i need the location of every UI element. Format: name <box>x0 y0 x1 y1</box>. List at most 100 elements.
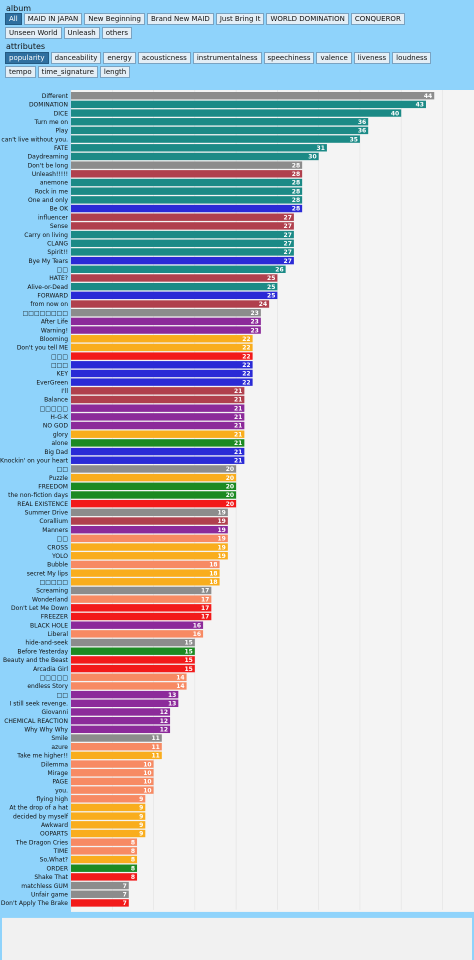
bar[interactable] <box>71 196 303 204</box>
bar[interactable] <box>71 647 195 655</box>
bar[interactable] <box>71 803 146 812</box>
bar[interactable] <box>71 664 195 673</box>
bar[interactable] <box>71 526 228 534</box>
bar[interactable] <box>71 517 228 525</box>
bar[interactable] <box>71 734 162 742</box>
bar[interactable] <box>71 100 426 109</box>
attribute-button-time-signature[interactable]: time_signature <box>37 66 98 78</box>
bar[interactable] <box>71 873 138 881</box>
bar[interactable] <box>71 595 212 603</box>
bar[interactable] <box>71 230 294 239</box>
bar[interactable] <box>71 109 402 117</box>
bar[interactable] <box>71 838 138 846</box>
bar[interactable] <box>71 309 261 317</box>
bar[interactable] <box>71 847 138 855</box>
bar[interactable] <box>71 335 253 343</box>
bar[interactable] <box>71 716 171 725</box>
bar[interactable] <box>71 343 253 352</box>
attribute-button-speechiness[interactable]: speechiness <box>263 52 315 64</box>
attribute-button-instrumentalness[interactable]: instrumentalness <box>192 52 262 64</box>
bar[interactable] <box>71 682 187 690</box>
bar[interactable] <box>71 161 303 169</box>
bar[interactable] <box>71 604 212 612</box>
bar[interactable] <box>71 361 253 369</box>
attribute-button-liveness[interactable]: liveness <box>353 52 391 64</box>
album-button-all[interactable]: All <box>5 13 22 25</box>
bar[interactable] <box>71 881 129 890</box>
bar[interactable] <box>71 491 237 499</box>
attribute-button-popularity[interactable]: popularity <box>5 52 49 64</box>
bar[interactable] <box>71 725 171 734</box>
bar[interactable] <box>71 855 138 864</box>
bar[interactable] <box>71 144 327 152</box>
bar[interactable] <box>71 795 146 803</box>
bar[interactable] <box>71 621 204 629</box>
bar[interactable] <box>71 456 245 464</box>
attribute-button-tempo[interactable]: tempo <box>5 66 36 78</box>
bar[interactable] <box>71 135 360 143</box>
bar[interactable] <box>71 152 319 161</box>
bar[interactable] <box>71 126 369 135</box>
bar[interactable] <box>71 473 237 482</box>
album-button-others[interactable]: others <box>101 27 133 39</box>
bar[interactable] <box>71 204 303 213</box>
bar[interactable] <box>71 708 171 716</box>
bar[interactable] <box>71 829 146 838</box>
bar[interactable] <box>71 465 237 473</box>
attribute-button-danceability[interactable]: danceability <box>50 52 102 64</box>
bar[interactable] <box>71 899 129 907</box>
album-button-new-beginning[interactable]: New Beginning <box>84 13 145 25</box>
bar[interactable] <box>71 421 245 430</box>
album-button-world-domination[interactable]: WORLD DOMINATION <box>266 13 349 25</box>
bar[interactable] <box>71 751 162 760</box>
bar[interactable] <box>71 578 220 586</box>
bar[interactable] <box>71 387 245 395</box>
album-button-maid-in-japan[interactable]: MAID IN JAPAN <box>23 13 83 25</box>
bar[interactable] <box>71 369 253 378</box>
album-button-unleash[interactable]: Unleash <box>63 27 100 39</box>
bar[interactable] <box>71 560 220 569</box>
album-button-unseen-world[interactable]: Unseen World <box>5 27 62 39</box>
bar[interactable] <box>71 499 237 508</box>
bar[interactable] <box>71 812 146 820</box>
bar[interactable] <box>71 300 270 308</box>
bar[interactable] <box>71 317 261 326</box>
attribute-button-acousticness[interactable]: acousticness <box>137 52 191 64</box>
album-button-conqueror[interactable]: CONQUEROR <box>350 13 405 25</box>
bar[interactable] <box>71 656 195 664</box>
attribute-button-valence[interactable]: valence <box>316 52 352 64</box>
bar[interactable] <box>71 690 179 699</box>
bar[interactable] <box>71 265 286 273</box>
bar[interactable] <box>71 630 204 638</box>
bar[interactable] <box>71 248 294 256</box>
bar[interactable] <box>71 482 237 490</box>
bar[interactable] <box>71 743 162 751</box>
bar[interactable] <box>71 395 245 404</box>
bar[interactable] <box>71 274 278 282</box>
album-button-brand-new-maid[interactable]: Brand New MAID <box>146 13 214 25</box>
bar[interactable] <box>71 447 245 456</box>
bar[interactable] <box>71 256 294 265</box>
bar[interactable] <box>71 378 253 386</box>
bar[interactable] <box>71 430 245 438</box>
bar[interactable] <box>71 404 245 412</box>
bar[interactable] <box>71 612 212 621</box>
bar[interactable] <box>71 769 154 777</box>
bar[interactable] <box>71 777 154 786</box>
bar[interactable] <box>71 673 187 681</box>
bar[interactable] <box>71 291 278 300</box>
bar[interactable] <box>71 118 369 126</box>
attribute-button-energy[interactable]: energy <box>103 52 136 64</box>
bar[interactable] <box>71 534 228 543</box>
bar[interactable] <box>71 413 245 421</box>
bar[interactable] <box>71 326 261 334</box>
bar[interactable] <box>71 821 146 829</box>
attribute-button-loudness[interactable]: loudness <box>392 52 432 64</box>
bar[interactable] <box>71 586 212 595</box>
bar[interactable] <box>71 890 129 898</box>
bar[interactable] <box>71 508 228 517</box>
bar[interactable] <box>71 352 253 360</box>
bar[interactable] <box>71 552 228 560</box>
bar[interactable] <box>71 638 195 647</box>
bar[interactable] <box>71 170 303 178</box>
